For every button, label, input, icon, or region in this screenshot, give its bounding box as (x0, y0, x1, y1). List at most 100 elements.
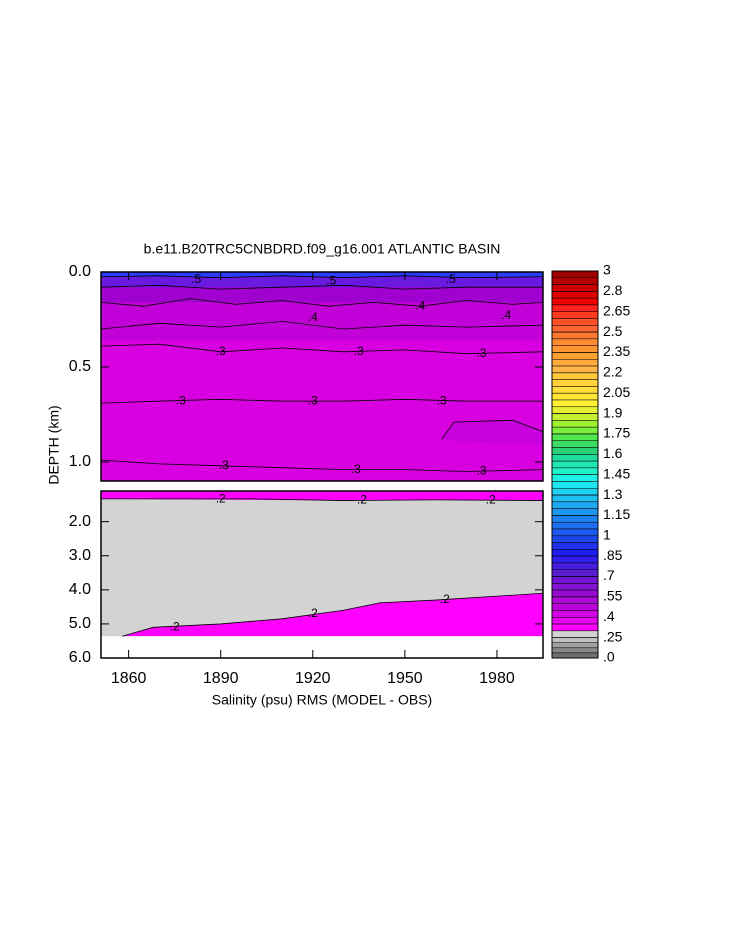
colorbar-band (551, 311, 599, 319)
colorbar-band (551, 440, 599, 448)
colorbar-band (551, 555, 599, 564)
x-tick-label: 1860 (111, 670, 147, 687)
contour-line (101, 284, 543, 290)
colorbar-band (551, 630, 599, 638)
colorbar-band (551, 406, 599, 414)
colorbar-label: 1.45 (603, 465, 630, 481)
colorbar-band (551, 372, 599, 380)
contour-fill (101, 272, 543, 277)
colorbar-band (551, 528, 599, 537)
colorbar-band (551, 569, 599, 577)
colorbar-band (551, 562, 599, 570)
contour-label: .3 (216, 344, 226, 358)
panel-frame (100, 490, 544, 659)
contour-label: .3 (477, 464, 487, 478)
colorbar-band (551, 426, 599, 435)
colorbar-label: .0 (603, 649, 615, 665)
colorbar-band (551, 623, 599, 632)
colorbar-band (551, 447, 599, 455)
contour-label: .4 (501, 308, 511, 322)
colorbar-band (551, 304, 599, 312)
contour-label: .3 (354, 344, 364, 358)
colorbar-band (551, 345, 599, 353)
colorbar-band (551, 542, 599, 550)
colorbar-band (551, 501, 599, 509)
colorbar-band (551, 576, 599, 584)
colorbar-band (551, 392, 599, 401)
colorbar-label: 3 (603, 262, 611, 278)
y-tick-label: 2.0 (69, 513, 91, 530)
y-tick-label: 3.0 (69, 547, 91, 564)
colorbar-band (551, 521, 599, 530)
contour-line (101, 343, 543, 355)
y-tick-label: 6.0 (69, 649, 91, 666)
colorbar-label: 1.3 (603, 486, 623, 502)
x-tick-label: 1890 (203, 670, 239, 687)
colorbar-band (551, 359, 599, 367)
contour-label: .3 (176, 393, 186, 407)
colorbar-band (551, 652, 599, 659)
colorbar-band (551, 318, 599, 326)
colorbar-band (551, 284, 599, 292)
contour-line (101, 459, 543, 472)
contour-fill (122, 593, 543, 637)
colorbar-label: 2.05 (603, 384, 630, 400)
colorbar-band (551, 610, 599, 618)
y-tick-label: 1.0 (69, 453, 91, 470)
colorbar-band (551, 297, 599, 306)
y-tick-label: 0.5 (69, 358, 91, 375)
y-tick-label: 5.0 (69, 615, 91, 632)
contour-fill (101, 491, 543, 501)
colorbar-label: .25 (603, 628, 623, 644)
colorbar-label: 1.75 (603, 425, 630, 441)
colorbar-band (551, 291, 599, 299)
contour-fill (441, 420, 543, 445)
colorbar-band (551, 386, 599, 394)
colorbar-label: 1.9 (603, 404, 623, 420)
contour-label: .2 (170, 619, 180, 633)
contour-line (101, 398, 543, 404)
colorbar-label: .7 (603, 567, 615, 583)
x-tick-label: 1950 (387, 670, 423, 687)
y-tick-label: 4.0 (69, 581, 91, 598)
colorbar-band (551, 596, 599, 604)
colorbar-band (551, 589, 599, 598)
colorbar-band (551, 454, 599, 462)
colorbar-band (551, 508, 599, 516)
colorbar-label: .55 (603, 588, 623, 604)
chart-title: b.e11.B20TRC5CNBDRD.f09_g16.001 ATLANTIC… (144, 241, 501, 257)
colorbar-band (551, 494, 599, 503)
colorbar-band (551, 583, 599, 591)
colorbar-band (551, 325, 599, 333)
contour-label: .5 (446, 272, 456, 286)
colorbar-band (551, 647, 599, 654)
contour-label: .3 (351, 462, 361, 476)
colorbar-band (551, 515, 599, 523)
colorbar-band (551, 331, 599, 340)
contour-fill (101, 636, 543, 658)
contour-label: .3 (437, 393, 447, 407)
colorbar-band (551, 338, 599, 346)
colorbar-label: 2.2 (603, 364, 623, 380)
panel-frame (100, 271, 544, 482)
contour-label: .2 (486, 493, 496, 507)
colorbar-label: 2.35 (603, 343, 630, 359)
contour-line (101, 498, 543, 501)
colorbar-band (551, 413, 599, 421)
colorbar-band (551, 637, 599, 643)
colorbar-band (551, 460, 599, 469)
colorbar-band (551, 379, 599, 387)
colorbar-band (551, 603, 599, 611)
colorbar-label: .85 (603, 547, 623, 563)
contour-line (101, 320, 543, 330)
colorbar-label: 2.8 (603, 282, 623, 298)
contour-label: .2 (216, 492, 226, 506)
contour-label: .3 (477, 346, 487, 360)
colorbar-label: 1 (603, 526, 611, 542)
colorbar-label: 2.65 (603, 302, 630, 318)
contour-label: .2 (357, 492, 367, 506)
contour-label: .5 (191, 272, 201, 286)
x-tick-label: 1980 (479, 670, 515, 687)
y-axis-label: DEPTH (km) (46, 405, 62, 484)
